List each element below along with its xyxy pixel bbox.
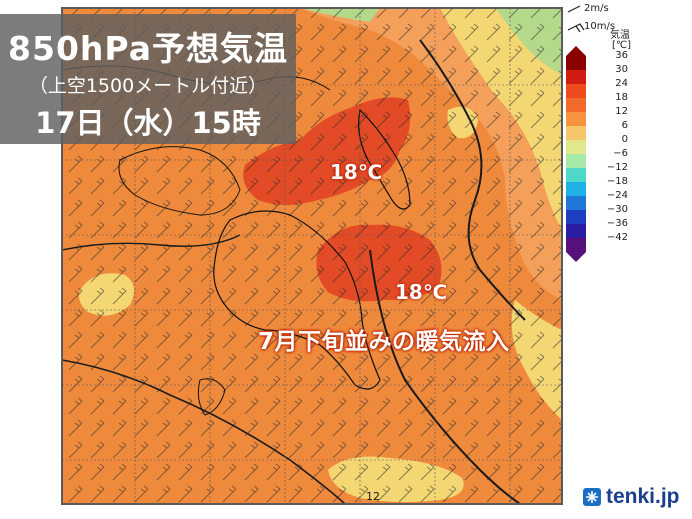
tenki-snowflake-icon — [583, 488, 601, 506]
legend-tick-label: 12 — [615, 106, 628, 117]
title-panel: 850hPa予想気温 （上空1500メートル付近） 17日（水）15時 — [0, 14, 296, 144]
legend-tick-label: −24 — [606, 190, 628, 201]
legend-tick-label: −36 — [606, 218, 628, 229]
legend-tick-label: −18 — [606, 176, 628, 187]
temperature-legend — [566, 46, 586, 262]
legend-tick-label: 24 — [615, 78, 628, 89]
wind-barb-icon — [567, 5, 585, 33]
wind-10ms-label: 10m/s — [584, 21, 616, 32]
legend-tick-label: −42 — [606, 232, 628, 243]
map-title: 850hPa予想気温 — [8, 29, 288, 68]
legend-tick-label: 6 — [621, 120, 628, 131]
legend-tick-label: 18 — [615, 92, 628, 103]
graticule — [62, 8, 562, 504]
map-frame — [61, 7, 563, 505]
temp-label-north: 18℃ — [330, 160, 383, 184]
legend-tick-label: −30 — [606, 204, 628, 215]
warm-air-headline: 7月下旬並みの暖気流入 — [258, 329, 510, 355]
legend-tick-label: 0 — [621, 134, 628, 145]
tenki-logo: tenki.jp — [606, 485, 680, 508]
temp-label-south: 18℃ — [395, 280, 448, 304]
legend-tick-label: 36 — [615, 50, 628, 61]
legend-tick-label: −6 — [613, 148, 628, 159]
legend-tick-label: −12 — [606, 162, 628, 173]
map-subtitle: （上空1500メートル付近） — [28, 75, 268, 97]
legend-variable: 気温 — [610, 30, 630, 41]
legend-unit: [℃] — [612, 40, 632, 51]
legend-tick-label: 30 — [615, 64, 628, 75]
wind-2ms-label: 2m/s — [584, 3, 609, 14]
contour-value-label: 12 — [366, 490, 380, 503]
forecast-time: 17日（水）15時 — [35, 106, 261, 140]
